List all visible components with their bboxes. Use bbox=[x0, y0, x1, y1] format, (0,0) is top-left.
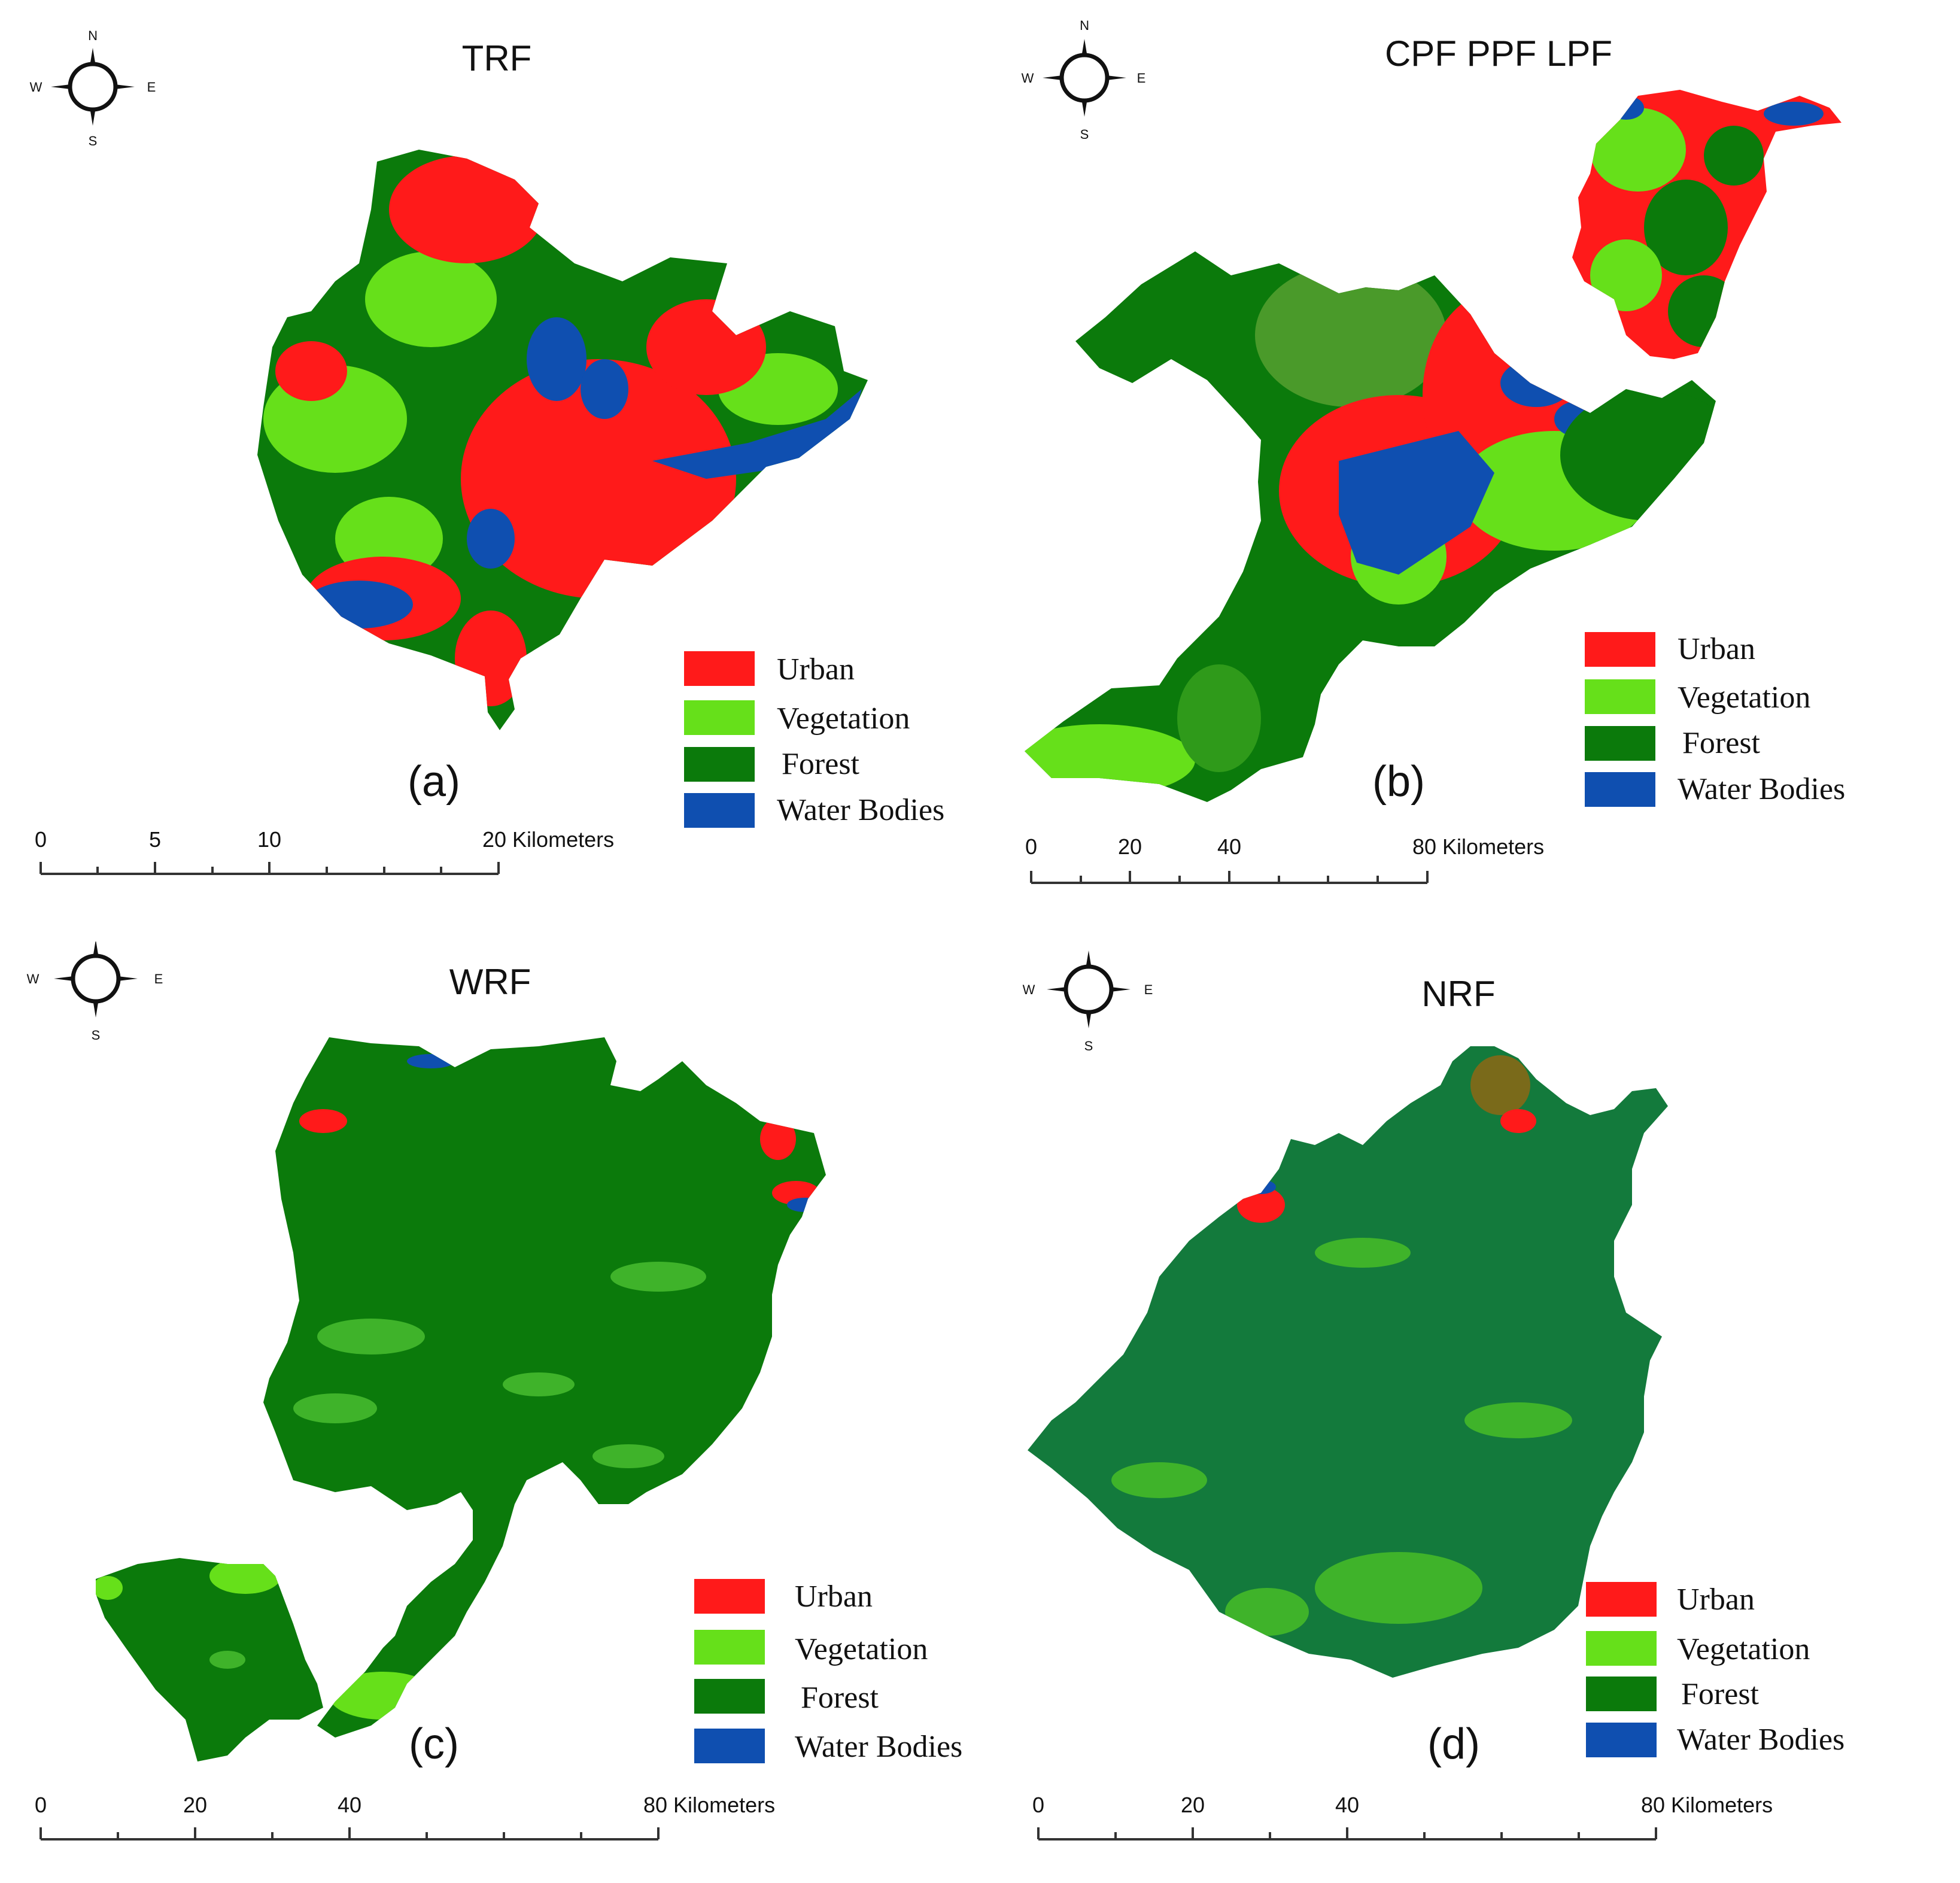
panel-b-canvas: CPF PPF LPF N S W E bbox=[1022, 18, 1845, 884]
legend-label-water: Water Bodies bbox=[795, 1730, 962, 1764]
legend-label-forest: Forest bbox=[782, 747, 860, 781]
scale-tick-label: 40 bbox=[1335, 1793, 1359, 1817]
legend-swatch-urban bbox=[1585, 632, 1655, 667]
legend-swatch-urban bbox=[694, 1579, 765, 1614]
legend-swatch-forest bbox=[1586, 1677, 1657, 1711]
scale-tick-label: 20 bbox=[1181, 1793, 1205, 1817]
legend-label-forest: Forest bbox=[1682, 726, 1761, 760]
legend-label-vegetation: Vegetation bbox=[777, 701, 910, 736]
legend: Urban Vegetation Forest Water Bodies bbox=[684, 651, 944, 828]
compass-s: S bbox=[1084, 1038, 1093, 1053]
scale-bar: 0 20 40 80 Kilometers bbox=[1032, 1793, 1773, 1841]
legend-label-forest: Forest bbox=[1681, 1677, 1760, 1711]
land-cover-map-b-north bbox=[1572, 90, 1842, 359]
scale-tick-label: 0 bbox=[35, 1793, 47, 1817]
compass-rose-icon: N S W E bbox=[1023, 941, 1153, 1053]
scale-tick-label: 80 Kilometers bbox=[1412, 834, 1544, 859]
legend-swatch-urban bbox=[1586, 1582, 1657, 1617]
panel-b: CPF PPF LPF N S W E bbox=[980, 0, 1959, 941]
compass-n: N bbox=[1080, 18, 1089, 33]
map-title: TRF bbox=[462, 38, 532, 78]
panel-a-canvas: TRF N S W E Urban bbox=[30, 28, 944, 875]
panel-c: WRF N S W E Urban Vegetation bbox=[0, 941, 980, 1883]
panel-d-canvas: NRF N S W E Urban Vegetation Forest Wate… bbox=[1023, 941, 1844, 1841]
compass-n: N bbox=[88, 28, 98, 43]
panel-caption: (c) bbox=[409, 1720, 459, 1768]
legend: Urban Vegetation Forest Water Bodies bbox=[1586, 1582, 1844, 1757]
land-cover-map-c-west bbox=[96, 1558, 323, 1761]
compass-w: W bbox=[27, 971, 39, 986]
scale-tick-label: 5 bbox=[149, 827, 161, 852]
compass-rose-icon: N S W E bbox=[30, 28, 156, 148]
legend-label-urban: Urban bbox=[777, 652, 855, 687]
scale-tick-label: 40 bbox=[338, 1793, 361, 1817]
legend-swatch-forest bbox=[1585, 726, 1655, 761]
map-title: CPF PPF LPF bbox=[1385, 34, 1612, 74]
legend-label-vegetation: Vegetation bbox=[1677, 1632, 1810, 1666]
scale-tick-label: 20 bbox=[1118, 834, 1142, 859]
legend-swatch-water bbox=[684, 793, 755, 828]
compass-s: S bbox=[92, 1028, 101, 1043]
land-cover-map-d bbox=[1028, 1046, 1668, 1678]
legend-label-urban: Urban bbox=[1678, 632, 1755, 666]
legend: Urban Vegetation Forest Water Bodies bbox=[1585, 632, 1845, 807]
compass-w: W bbox=[1023, 982, 1035, 997]
legend-swatch-water bbox=[694, 1729, 765, 1763]
panel-caption: (d) bbox=[1427, 1720, 1480, 1768]
land-cover-map-a bbox=[257, 150, 868, 730]
legend-swatch-vegetation bbox=[694, 1630, 765, 1665]
scale-tick-label: 20 bbox=[183, 1793, 207, 1817]
legend-label-water: Water Bodies bbox=[1677, 1723, 1844, 1757]
compass-s: S bbox=[89, 133, 98, 148]
legend-label-vegetation: Vegetation bbox=[795, 1632, 928, 1666]
legend-swatch-vegetation bbox=[1586, 1631, 1657, 1666]
legend: Urban Vegetation Forest Water Bodies bbox=[694, 1579, 962, 1764]
panel-a: TRF N S W E Urban bbox=[0, 0, 980, 941]
compass-n: N bbox=[1084, 941, 1093, 944]
legend-swatch-water bbox=[1585, 772, 1655, 807]
legend-label-forest: Forest bbox=[801, 1681, 879, 1715]
scale-bar: 0 20 40 80 Kilometers bbox=[35, 1793, 775, 1841]
compass-w: W bbox=[1022, 71, 1034, 86]
map-title: WRF bbox=[449, 962, 531, 1002]
scale-tick-label: 0 bbox=[35, 827, 47, 852]
compass-rose-icon: N S W E bbox=[27, 941, 163, 1043]
scale-tick-label: 20 Kilometers bbox=[482, 827, 614, 852]
compass-s: S bbox=[1080, 127, 1089, 142]
legend-swatch-vegetation bbox=[684, 700, 755, 735]
panel-d: NRF N S W E Urban Vegetation Forest Wate… bbox=[980, 941, 1959, 1883]
scale-bar: 0 20 40 80 Kilometers bbox=[1025, 834, 1544, 884]
scale-tick-label: 80 Kilometers bbox=[643, 1793, 775, 1817]
compass-e: E bbox=[1137, 71, 1146, 86]
legend-swatch-forest bbox=[694, 1679, 765, 1714]
legend-swatch-water bbox=[1586, 1723, 1657, 1757]
compass-e: E bbox=[154, 971, 163, 986]
legend-label-water: Water Bodies bbox=[1678, 772, 1845, 806]
legend-swatch-forest bbox=[684, 747, 755, 782]
scale-tick-label: 10 bbox=[257, 827, 281, 852]
legend-label-vegetation: Vegetation bbox=[1678, 681, 1810, 715]
scale-bar: 0 5 10 20 Kilometers bbox=[35, 827, 614, 875]
panel-c-canvas: WRF N S W E Urban Vegetation bbox=[27, 941, 962, 1841]
legend-label-urban: Urban bbox=[795, 1580, 873, 1614]
map-title: NRF bbox=[1421, 974, 1495, 1014]
panel-caption: (a) bbox=[408, 758, 460, 806]
compass-w: W bbox=[30, 80, 42, 95]
scale-tick-label: 0 bbox=[1032, 1793, 1044, 1817]
scale-tick-label: 0 bbox=[1025, 834, 1037, 859]
legend-label-water: Water Bodies bbox=[777, 793, 944, 827]
legend-swatch-vegetation bbox=[1585, 679, 1655, 714]
scale-tick-label: 40 bbox=[1217, 834, 1241, 859]
scale-tick-label: 80 Kilometers bbox=[1641, 1793, 1773, 1817]
compass-rose-icon: N S W E bbox=[1022, 18, 1146, 142]
legend-label-urban: Urban bbox=[1677, 1583, 1755, 1617]
compass-e: E bbox=[1144, 982, 1153, 997]
compass-e: E bbox=[147, 80, 156, 95]
legend-swatch-urban bbox=[684, 651, 755, 686]
panel-caption: (b) bbox=[1372, 758, 1425, 806]
